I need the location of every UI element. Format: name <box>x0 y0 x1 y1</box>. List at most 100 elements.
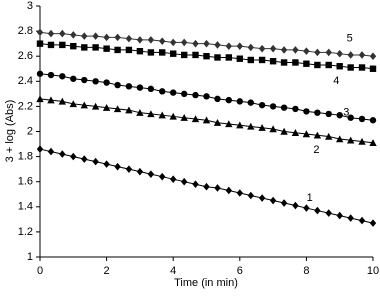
marker <box>59 29 66 38</box>
marker <box>103 45 110 52</box>
y-tick-label: 1.8 <box>18 151 33 163</box>
y-tick-label: 2 <box>27 125 33 137</box>
marker <box>214 95 221 103</box>
marker <box>336 211 343 220</box>
marker <box>103 160 110 168</box>
marker <box>159 88 166 95</box>
y-tick-label: 1.6 <box>18 176 33 188</box>
marker <box>70 75 77 82</box>
marker <box>203 53 210 60</box>
marker <box>125 46 133 54</box>
marker <box>47 147 55 156</box>
marker <box>147 110 155 118</box>
marker <box>225 96 233 104</box>
marker <box>192 91 199 99</box>
marker <box>203 182 210 191</box>
marker <box>292 46 299 54</box>
marker <box>325 61 332 69</box>
marker <box>36 145 44 153</box>
marker <box>280 199 288 207</box>
marker <box>81 76 88 84</box>
marker <box>258 124 266 131</box>
annotation: 4 <box>333 75 339 87</box>
marker <box>214 54 221 61</box>
marker <box>358 115 366 123</box>
marker <box>280 127 288 135</box>
marker <box>214 41 221 49</box>
x-tick-label: 8 <box>303 265 309 277</box>
y-tick-label: 2.8 <box>18 25 33 37</box>
marker <box>303 60 310 67</box>
marker <box>236 121 244 129</box>
marker <box>147 36 155 44</box>
marker <box>180 90 188 98</box>
marker <box>180 113 188 121</box>
marker <box>125 83 133 90</box>
marker <box>192 180 199 189</box>
marker <box>258 194 266 202</box>
marker <box>280 104 288 111</box>
marker <box>158 111 166 119</box>
marker <box>213 119 222 126</box>
marker <box>291 129 300 136</box>
marker <box>236 98 243 105</box>
marker <box>314 48 321 57</box>
marker <box>292 59 299 66</box>
marker <box>69 100 77 108</box>
marker <box>325 48 332 57</box>
marker <box>247 122 255 130</box>
y-tick-label: 1.2 <box>18 226 33 238</box>
marker <box>302 130 311 138</box>
marker <box>169 112 177 120</box>
marker <box>102 103 111 111</box>
marker <box>170 89 177 96</box>
x-tick-label: 0 <box>37 265 43 277</box>
marker <box>347 64 354 71</box>
y-tick-label: 2.6 <box>18 50 33 62</box>
marker <box>325 110 332 118</box>
marker <box>369 117 377 124</box>
marker <box>214 184 221 192</box>
marker <box>114 162 121 171</box>
marker <box>36 28 44 37</box>
marker <box>59 41 66 49</box>
marker <box>58 97 67 105</box>
marker <box>203 39 210 48</box>
marker <box>225 120 233 128</box>
marker <box>247 43 254 52</box>
marker <box>70 152 77 161</box>
marker <box>280 46 288 54</box>
y-tick-label: 1.4 <box>18 201 33 213</box>
marker <box>369 139 377 146</box>
marker <box>269 125 277 133</box>
marker <box>347 214 354 222</box>
marker <box>258 101 266 109</box>
marker <box>180 38 188 47</box>
marker <box>103 33 110 42</box>
marker <box>336 135 344 143</box>
x-tick-label: 2 <box>104 265 110 277</box>
marker <box>192 51 199 59</box>
marker <box>247 99 254 106</box>
marker <box>236 189 243 197</box>
marker <box>192 39 199 48</box>
marker <box>92 78 99 85</box>
marker <box>314 61 321 69</box>
marker <box>358 137 366 145</box>
marker <box>292 105 299 113</box>
marker <box>92 32 99 40</box>
marker <box>313 131 322 139</box>
marker <box>303 204 310 212</box>
marker <box>225 42 233 50</box>
marker <box>236 42 243 50</box>
marker <box>47 96 55 104</box>
marker <box>92 157 99 166</box>
marker <box>159 49 166 56</box>
marker <box>47 29 55 38</box>
marker <box>114 81 121 89</box>
x-tick-label: 4 <box>170 265 176 277</box>
marker <box>369 219 377 227</box>
marker <box>92 44 99 51</box>
